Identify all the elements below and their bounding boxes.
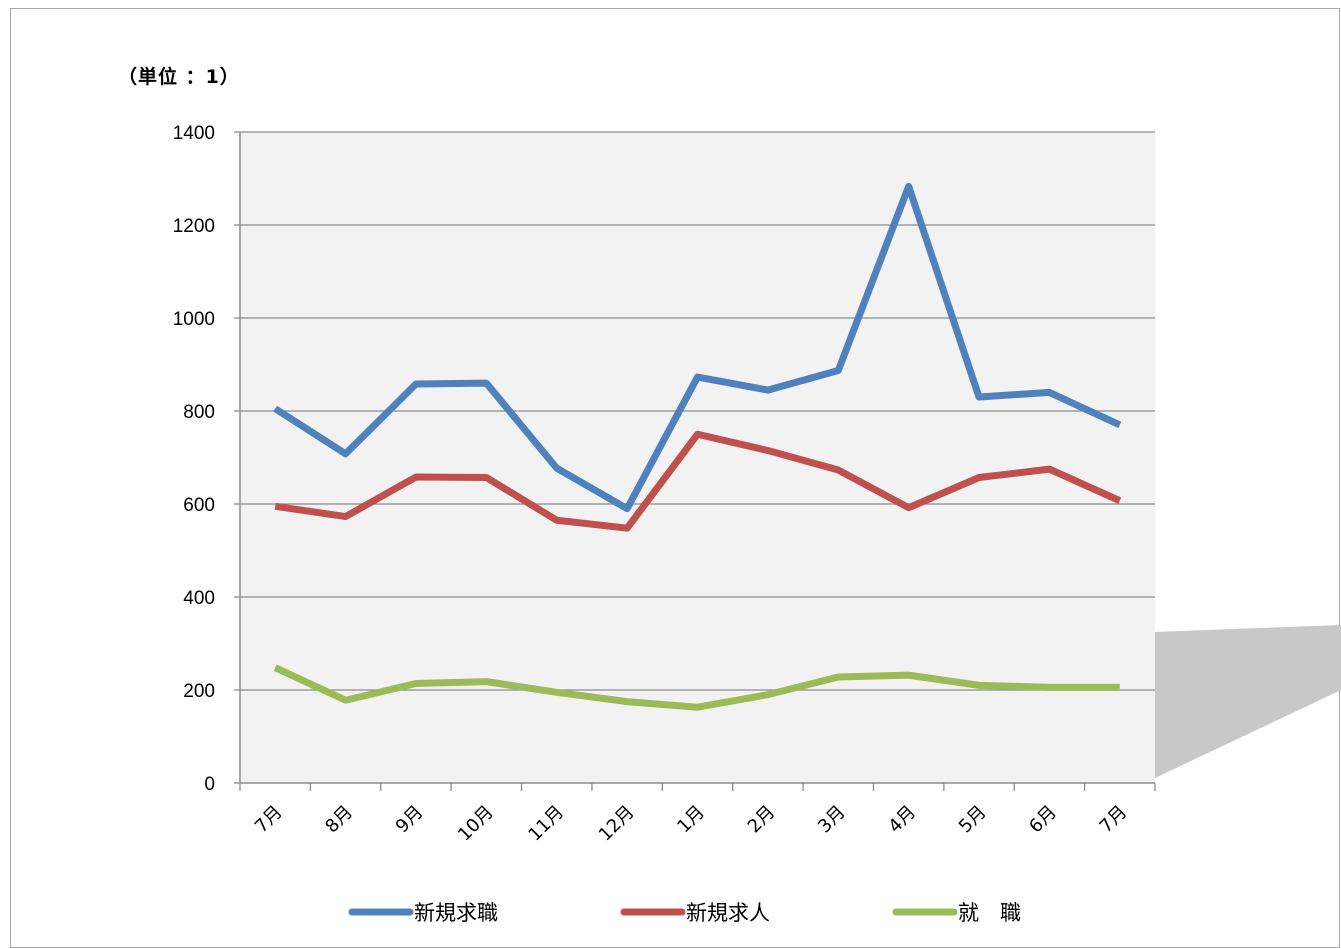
axes [239, 132, 1156, 791]
x-tick-label: 3月 [814, 802, 850, 838]
series-line-1 [274, 430, 1122, 532]
x-tick-label: 11月 [524, 802, 568, 846]
legend-label: 新規求人 [686, 901, 770, 925]
x-tick-label: 7月 [1096, 802, 1132, 838]
legend-label: 就 職 [958, 901, 1021, 925]
y-tick-label: 1400 [173, 123, 215, 144]
y-tick-label: 1200 [173, 216, 215, 237]
y-tick-label: 800 [183, 402, 215, 423]
plot-shadow [1155, 625, 1341, 778]
plot-area [240, 132, 1155, 783]
series-line-2 [273, 664, 1120, 711]
legend-label: 新規求職 [414, 901, 498, 925]
x-tick-label: 5月 [955, 802, 991, 838]
legend: 新規求職 新規求人 就 職 [348, 901, 1021, 925]
unit-label: （単位 ：1） [118, 66, 240, 88]
x-tick-label: 4月 [884, 802, 920, 838]
y-tick-label: 0 [204, 774, 215, 795]
y-tick-label: 400 [183, 588, 215, 609]
x-tick-label: 6月 [1025, 802, 1061, 838]
y-tick-label: 200 [183, 681, 215, 702]
series-lines [273, 182, 1122, 711]
series-line-0 [273, 182, 1122, 513]
x-tick-label: 7月 [251, 802, 287, 838]
x-tick-label: 1月 [673, 802, 709, 838]
y-tick-labels: 0 200 400 600 800 1000 1200 1400 [173, 123, 215, 795]
y-tick-label: 600 [183, 495, 215, 516]
y-tick-label: 1000 [173, 309, 215, 330]
x-tick-label: 8月 [321, 802, 357, 838]
x-tick-label: 10月 [454, 802, 498, 846]
x-tick-label: 2月 [744, 802, 780, 838]
x-tick-label: 9月 [392, 802, 428, 838]
x-tick-label: 12月 [595, 802, 639, 846]
x-tick-labels: 7月 8月 9月 10月 11月 12月 1月 2月 3月 4月 5月 6月 7月 [251, 802, 1131, 846]
